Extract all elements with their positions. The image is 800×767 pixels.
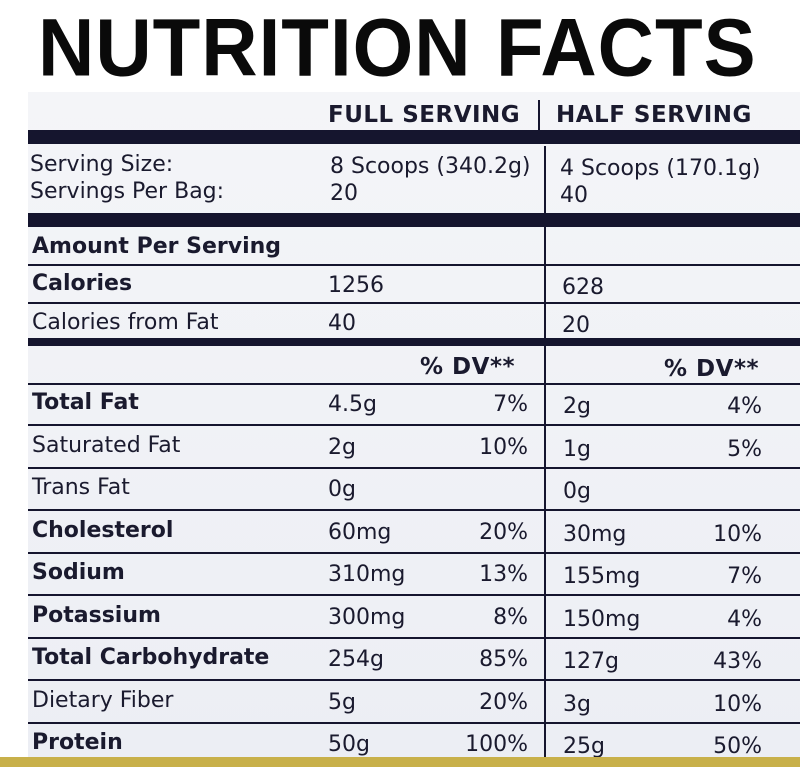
amount-per-serving-label: Amount Per Serving bbox=[32, 234, 282, 259]
row-rule bbox=[28, 509, 800, 511]
column-divider bbox=[544, 146, 546, 757]
nutrient-full-amount: 254g bbox=[328, 647, 384, 672]
nutrient-half-dv: 4% bbox=[727, 394, 762, 419]
nutrient-half-amount: 30mg bbox=[563, 522, 627, 547]
bag-edge bbox=[0, 757, 800, 767]
row-rule bbox=[28, 637, 800, 639]
nutrient-half-amount: 1g bbox=[563, 437, 591, 462]
nutrient-full-amount: 310mg bbox=[328, 562, 406, 587]
calories-full: 1256 bbox=[328, 273, 384, 298]
nutrient-half-amount: 155mg bbox=[563, 564, 641, 589]
half-serving-size: 4 Scoops (170.1g) bbox=[560, 156, 761, 181]
nutrient-label: Cholesterol bbox=[32, 518, 174, 543]
row-rule bbox=[28, 722, 800, 724]
dv-header-full: % DV** bbox=[420, 354, 515, 380]
calories-label: Calories bbox=[32, 271, 133, 296]
full-serving-size: 8 Scoops (340.2g) bbox=[330, 154, 531, 179]
row-rule bbox=[28, 424, 800, 426]
nutrient-full-amount: 300mg bbox=[328, 605, 406, 630]
header-divider bbox=[538, 100, 540, 130]
full-serving-header: FULL SERVING bbox=[328, 102, 521, 128]
row-rule bbox=[28, 594, 800, 596]
calories-fat-label: Calories from Fat bbox=[32, 310, 219, 335]
dv-rule bbox=[28, 338, 800, 346]
nutrient-half-dv: 50% bbox=[713, 734, 762, 759]
nutrient-full-amount: 0g bbox=[328, 477, 356, 502]
nutrient-half-dv: 10% bbox=[713, 692, 762, 717]
nutrient-half-dv: 4% bbox=[727, 607, 762, 632]
dv-header-half: % DV** bbox=[664, 356, 759, 382]
row-rule bbox=[28, 679, 800, 681]
row-rule bbox=[28, 552, 800, 554]
nutrient-half-dv: 7% bbox=[727, 564, 762, 589]
nutrient-full-amount: 60mg bbox=[328, 520, 392, 545]
nutrient-label: Trans Fat bbox=[32, 475, 130, 500]
title-word-facts: FACTS bbox=[496, 0, 757, 94]
nutrient-full-amount: 4.5g bbox=[328, 392, 377, 417]
nutrient-label: Total Fat bbox=[32, 390, 139, 415]
nutrient-label: Saturated Fat bbox=[32, 433, 181, 458]
nutrient-label: Sodium bbox=[32, 560, 125, 585]
header-rule bbox=[28, 130, 800, 144]
serving-rule bbox=[28, 213, 800, 227]
nutrient-half-amount: 25g bbox=[563, 734, 605, 759]
nutrient-half-dv: 10% bbox=[713, 522, 762, 547]
nutrient-half-amount: 150mg bbox=[563, 607, 641, 632]
title-word-nutrition: NUTRITION bbox=[38, 0, 472, 94]
nutrient-full-dv: 100% bbox=[465, 732, 528, 757]
nutrient-full-dv: 13% bbox=[479, 562, 528, 587]
nutrient-half-dv: 5% bbox=[727, 437, 762, 462]
half-serving-header: HALF SERVING bbox=[556, 102, 752, 128]
nutrient-half-amount: 3g bbox=[563, 692, 591, 717]
calories-half: 628 bbox=[562, 275, 604, 300]
nutrient-full-dv: 20% bbox=[479, 520, 528, 545]
nutrient-full-amount: 50g bbox=[328, 732, 370, 757]
nutrient-full-amount: 2g bbox=[328, 435, 356, 460]
nutrition-label-panel bbox=[28, 92, 800, 767]
row-rule bbox=[28, 467, 800, 469]
calories-fat-half: 20 bbox=[562, 313, 590, 338]
nutrient-full-amount: 5g bbox=[328, 690, 356, 715]
calories-fat-full: 40 bbox=[328, 311, 356, 336]
half-servings-per-bag: 40 bbox=[560, 183, 588, 208]
nutrient-label: Total Carbohydrate bbox=[32, 645, 270, 670]
full-servings-per-bag: 20 bbox=[330, 181, 358, 206]
nutrient-full-dv: 7% bbox=[493, 392, 528, 417]
nutrient-full-dv: 20% bbox=[479, 690, 528, 715]
nutrient-half-amount: 2g bbox=[563, 394, 591, 419]
page-title: NUTRITION FACTS bbox=[0, 0, 800, 94]
nutrient-half-amount: 0g bbox=[563, 479, 591, 504]
nutrient-half-dv: 43% bbox=[713, 649, 762, 674]
nutrient-full-dv: 8% bbox=[493, 605, 528, 630]
row-rule bbox=[28, 302, 800, 304]
nutrient-full-dv: 10% bbox=[479, 435, 528, 460]
row-rule bbox=[28, 264, 800, 266]
row-rule bbox=[28, 383, 800, 385]
serving-size-label: Serving Size: bbox=[30, 152, 174, 177]
nutrient-full-dv: 85% bbox=[479, 647, 528, 672]
nutrient-label: Dietary Fiber bbox=[32, 688, 174, 713]
nutrient-label: Protein bbox=[32, 730, 123, 755]
nutrient-label: Potassium bbox=[32, 603, 161, 628]
nutrient-half-amount: 127g bbox=[563, 649, 619, 674]
servings-per-bag-label: Servings Per Bag: bbox=[30, 179, 225, 204]
